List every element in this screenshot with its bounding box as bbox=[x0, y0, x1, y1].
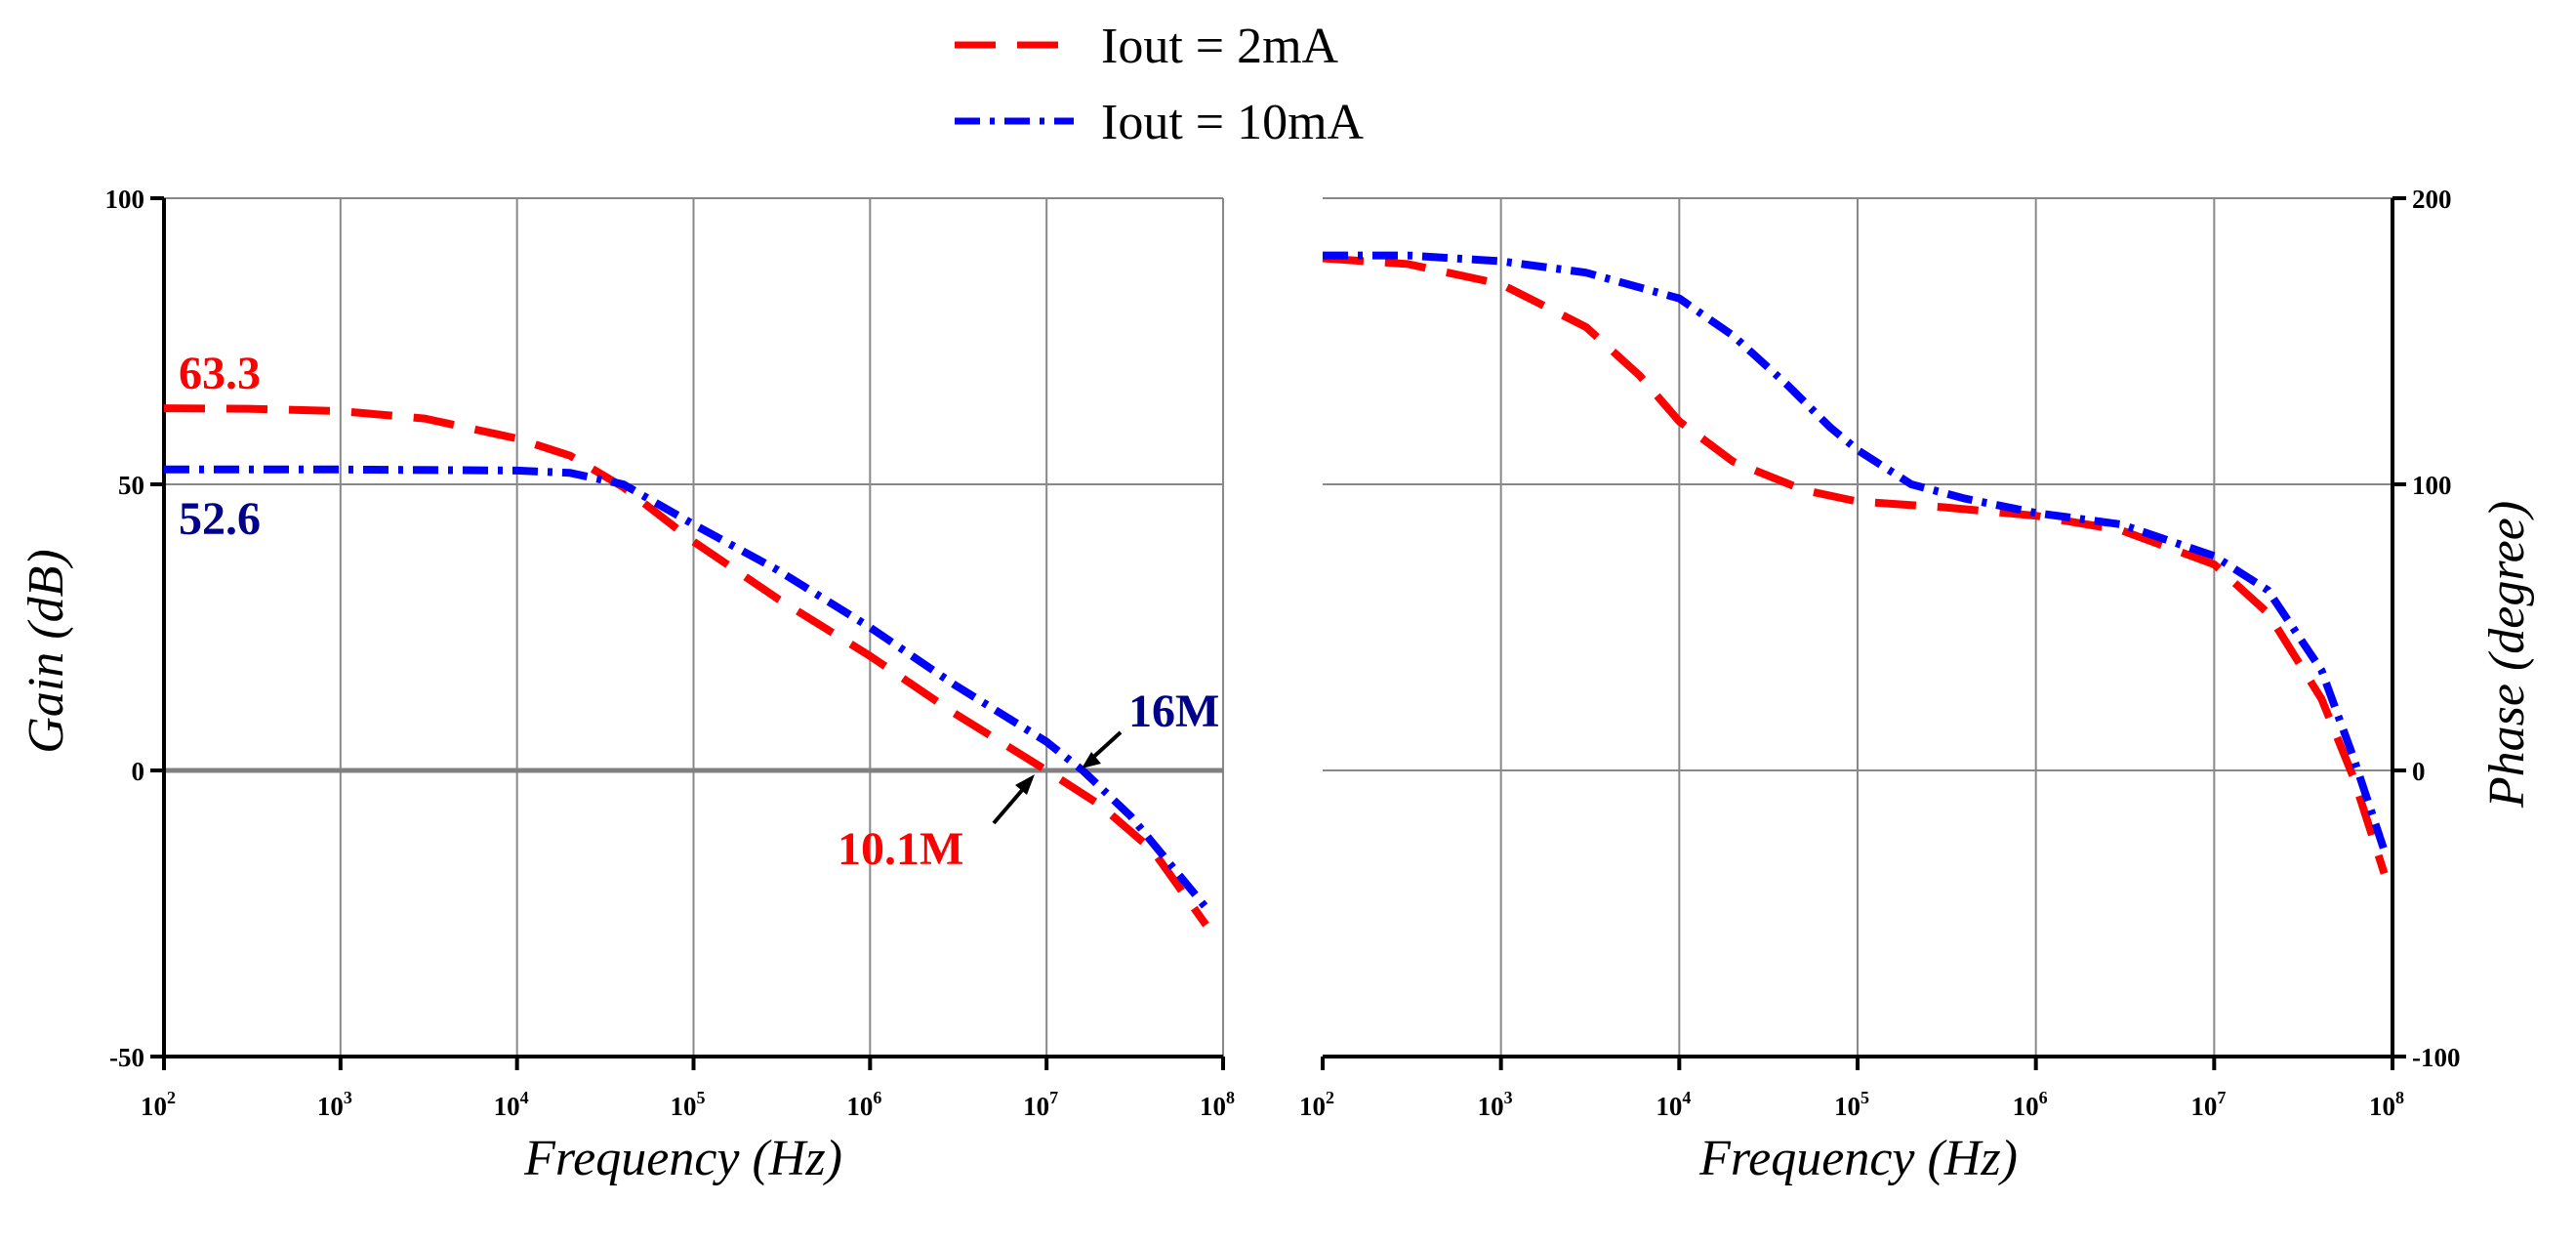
phase-x-tick-labels: 102 103 104 105 106 107 108 bbox=[1299, 1088, 2404, 1121]
gain-x-tick-labels: 102 103 104 105 106 107 108 bbox=[141, 1088, 1235, 1121]
phase-y-tick-label: -100 bbox=[2412, 1043, 2461, 1072]
annotation-crossover-16m: 16M bbox=[1128, 685, 1219, 737]
gain-x-tick-label: 107 bbox=[1023, 1088, 1058, 1121]
legend-label-iout-2ma: Iout = 2mA bbox=[1101, 19, 1339, 74]
gain-x-tick-label: 103 bbox=[317, 1088, 352, 1121]
gain-y-tick-label: 50 bbox=[118, 471, 144, 500]
phase-y-axis-title: Phase (degree) bbox=[2479, 501, 2535, 809]
gain-series bbox=[163, 404, 1209, 928]
legend-label-iout-10ma: Iout = 10mA bbox=[1101, 95, 1365, 150]
phase-grid bbox=[1323, 197, 2392, 1057]
gain-x-tick-label: 105 bbox=[671, 1088, 706, 1121]
phase-axes bbox=[1321, 196, 2406, 1070]
gain-x-tick-label: 104 bbox=[494, 1088, 529, 1121]
phase-y-tick-label: 100 bbox=[2412, 471, 2452, 500]
gain-y-tick-label: -50 bbox=[109, 1043, 144, 1072]
phase-x-tick-label: 106 bbox=[2013, 1088, 2048, 1121]
arrow-icon bbox=[1082, 730, 1123, 768]
gain-y-tick-label: 0 bbox=[132, 757, 145, 786]
annotation-gain-52-6: 52.6 bbox=[179, 493, 261, 545]
gain-series-iout-2ma bbox=[163, 404, 1209, 928]
gain-y-axis-title: Gain (dB) bbox=[19, 549, 74, 753]
gain-y-tick-labels: 100 50 0 -50 bbox=[105, 185, 145, 1072]
arrow-icon bbox=[992, 774, 1035, 825]
phase-chart: 102 103 104 105 106 107 108 200 100 0 -100 Freque… bbox=[1299, 185, 2535, 1186]
gain-x-tick-label: 108 bbox=[1200, 1088, 1235, 1121]
phase-series bbox=[1322, 251, 2389, 875]
phase-x-axis-title: Frequency (Hz) bbox=[1698, 1131, 2018, 1186]
gain-x-tick-label: 102 bbox=[141, 1088, 176, 1121]
legend: Iout = 2mA Iout = 10mA bbox=[955, 19, 1365, 150]
gain-x-tick-label: 106 bbox=[846, 1088, 881, 1121]
phase-y-tick-labels: 200 100 0 -100 bbox=[2412, 185, 2461, 1072]
phase-x-tick-label: 105 bbox=[1834, 1088, 1869, 1121]
phase-y-tick-label: 0 bbox=[2412, 757, 2426, 786]
phase-y-tick-label: 200 bbox=[2412, 185, 2452, 214]
phase-x-tick-label: 103 bbox=[1478, 1088, 1513, 1121]
gain-annotations: 63.3 52.6 10.1M 16M bbox=[179, 348, 1219, 875]
annotation-gain-63-3: 63.3 bbox=[179, 348, 261, 399]
gain-grid bbox=[164, 197, 1224, 1057]
phase-x-tick-label: 107 bbox=[2190, 1088, 2226, 1121]
annotation-crossover-10-1m: 10.1M bbox=[838, 823, 963, 875]
gain-y-tick-label: 100 bbox=[105, 185, 145, 214]
gain-axes bbox=[150, 196, 1225, 1070]
phase-x-tick-label: 102 bbox=[1299, 1088, 1334, 1121]
gain-chart: 102 103 104 105 106 107 108 100 50 0 -50 Frequenc… bbox=[19, 185, 1235, 1186]
phase-series-iout-10ma bbox=[1323, 251, 2389, 852]
phase-series-iout-2ma bbox=[1322, 254, 2389, 875]
gain-x-axis-title: Frequency (Hz) bbox=[523, 1131, 842, 1186]
phase-x-tick-label: 108 bbox=[2369, 1088, 2404, 1121]
gain-series-iout-10ma bbox=[164, 465, 1209, 911]
phase-x-tick-label: 104 bbox=[1656, 1088, 1691, 1121]
